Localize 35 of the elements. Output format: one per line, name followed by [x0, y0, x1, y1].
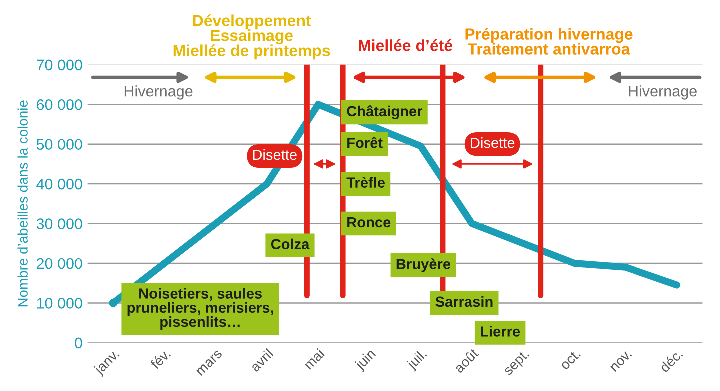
x-tick-label: avril: [250, 348, 274, 373]
y-tick-label: 50 000: [36, 139, 82, 150]
x-tick-label: déc.: [658, 348, 684, 374]
annotation: Colza: [271, 238, 310, 250]
x-tick-label: oct.: [560, 349, 581, 370]
y-axis-title: Nombre d’abeilles dans la colonie: [18, 100, 28, 307]
annotation: Disette: [253, 149, 297, 160]
y-tick-label: 60 000: [37, 99, 82, 110]
annotation: Lierre: [481, 326, 520, 337]
text: Développement Essaimage Miellée de printemps: [174, 14, 330, 60]
annotation: Bruyère: [396, 258, 451, 272]
annotation: Trèfle: [346, 177, 386, 188]
y-tick-label: 20 000: [37, 258, 82, 270]
y-tick-label: 10 000: [37, 298, 82, 309]
text: Miellée d’été: [359, 39, 452, 52]
y-tick-label: 30 000: [36, 218, 82, 230]
annotation: Châtaigner: [347, 106, 423, 120]
x-tick-label: juil.: [406, 348, 430, 372]
text: Préparation hivernage Traitement antivarroa: [466, 28, 633, 55]
x-tick-label: mai: [303, 348, 325, 370]
x-tick-label: août: [453, 348, 480, 374]
annotation: Sarrasin: [436, 296, 493, 308]
y-tick-label: 70 000: [37, 60, 82, 71]
annotation: Ronce: [348, 218, 391, 228]
x-tick-label: juin: [354, 348, 378, 372]
annotation: Noisetiers, saules pruneliers, merisiers, pissenlits…: [128, 288, 274, 330]
y-tick-label: 40 000: [36, 178, 82, 190]
annotation: Hivernage: [629, 86, 697, 100]
annotation: Disette: [471, 138, 515, 148]
annotation: Forêt: [348, 137, 383, 148]
y-tick-label: 0: [75, 338, 82, 349]
x-tick-label: sept.: [503, 349, 532, 378]
x-tick-label: fév.: [150, 348, 172, 370]
annotation: Hivernage: [124, 86, 193, 100]
x-tick-label: nov.: [610, 350, 632, 372]
